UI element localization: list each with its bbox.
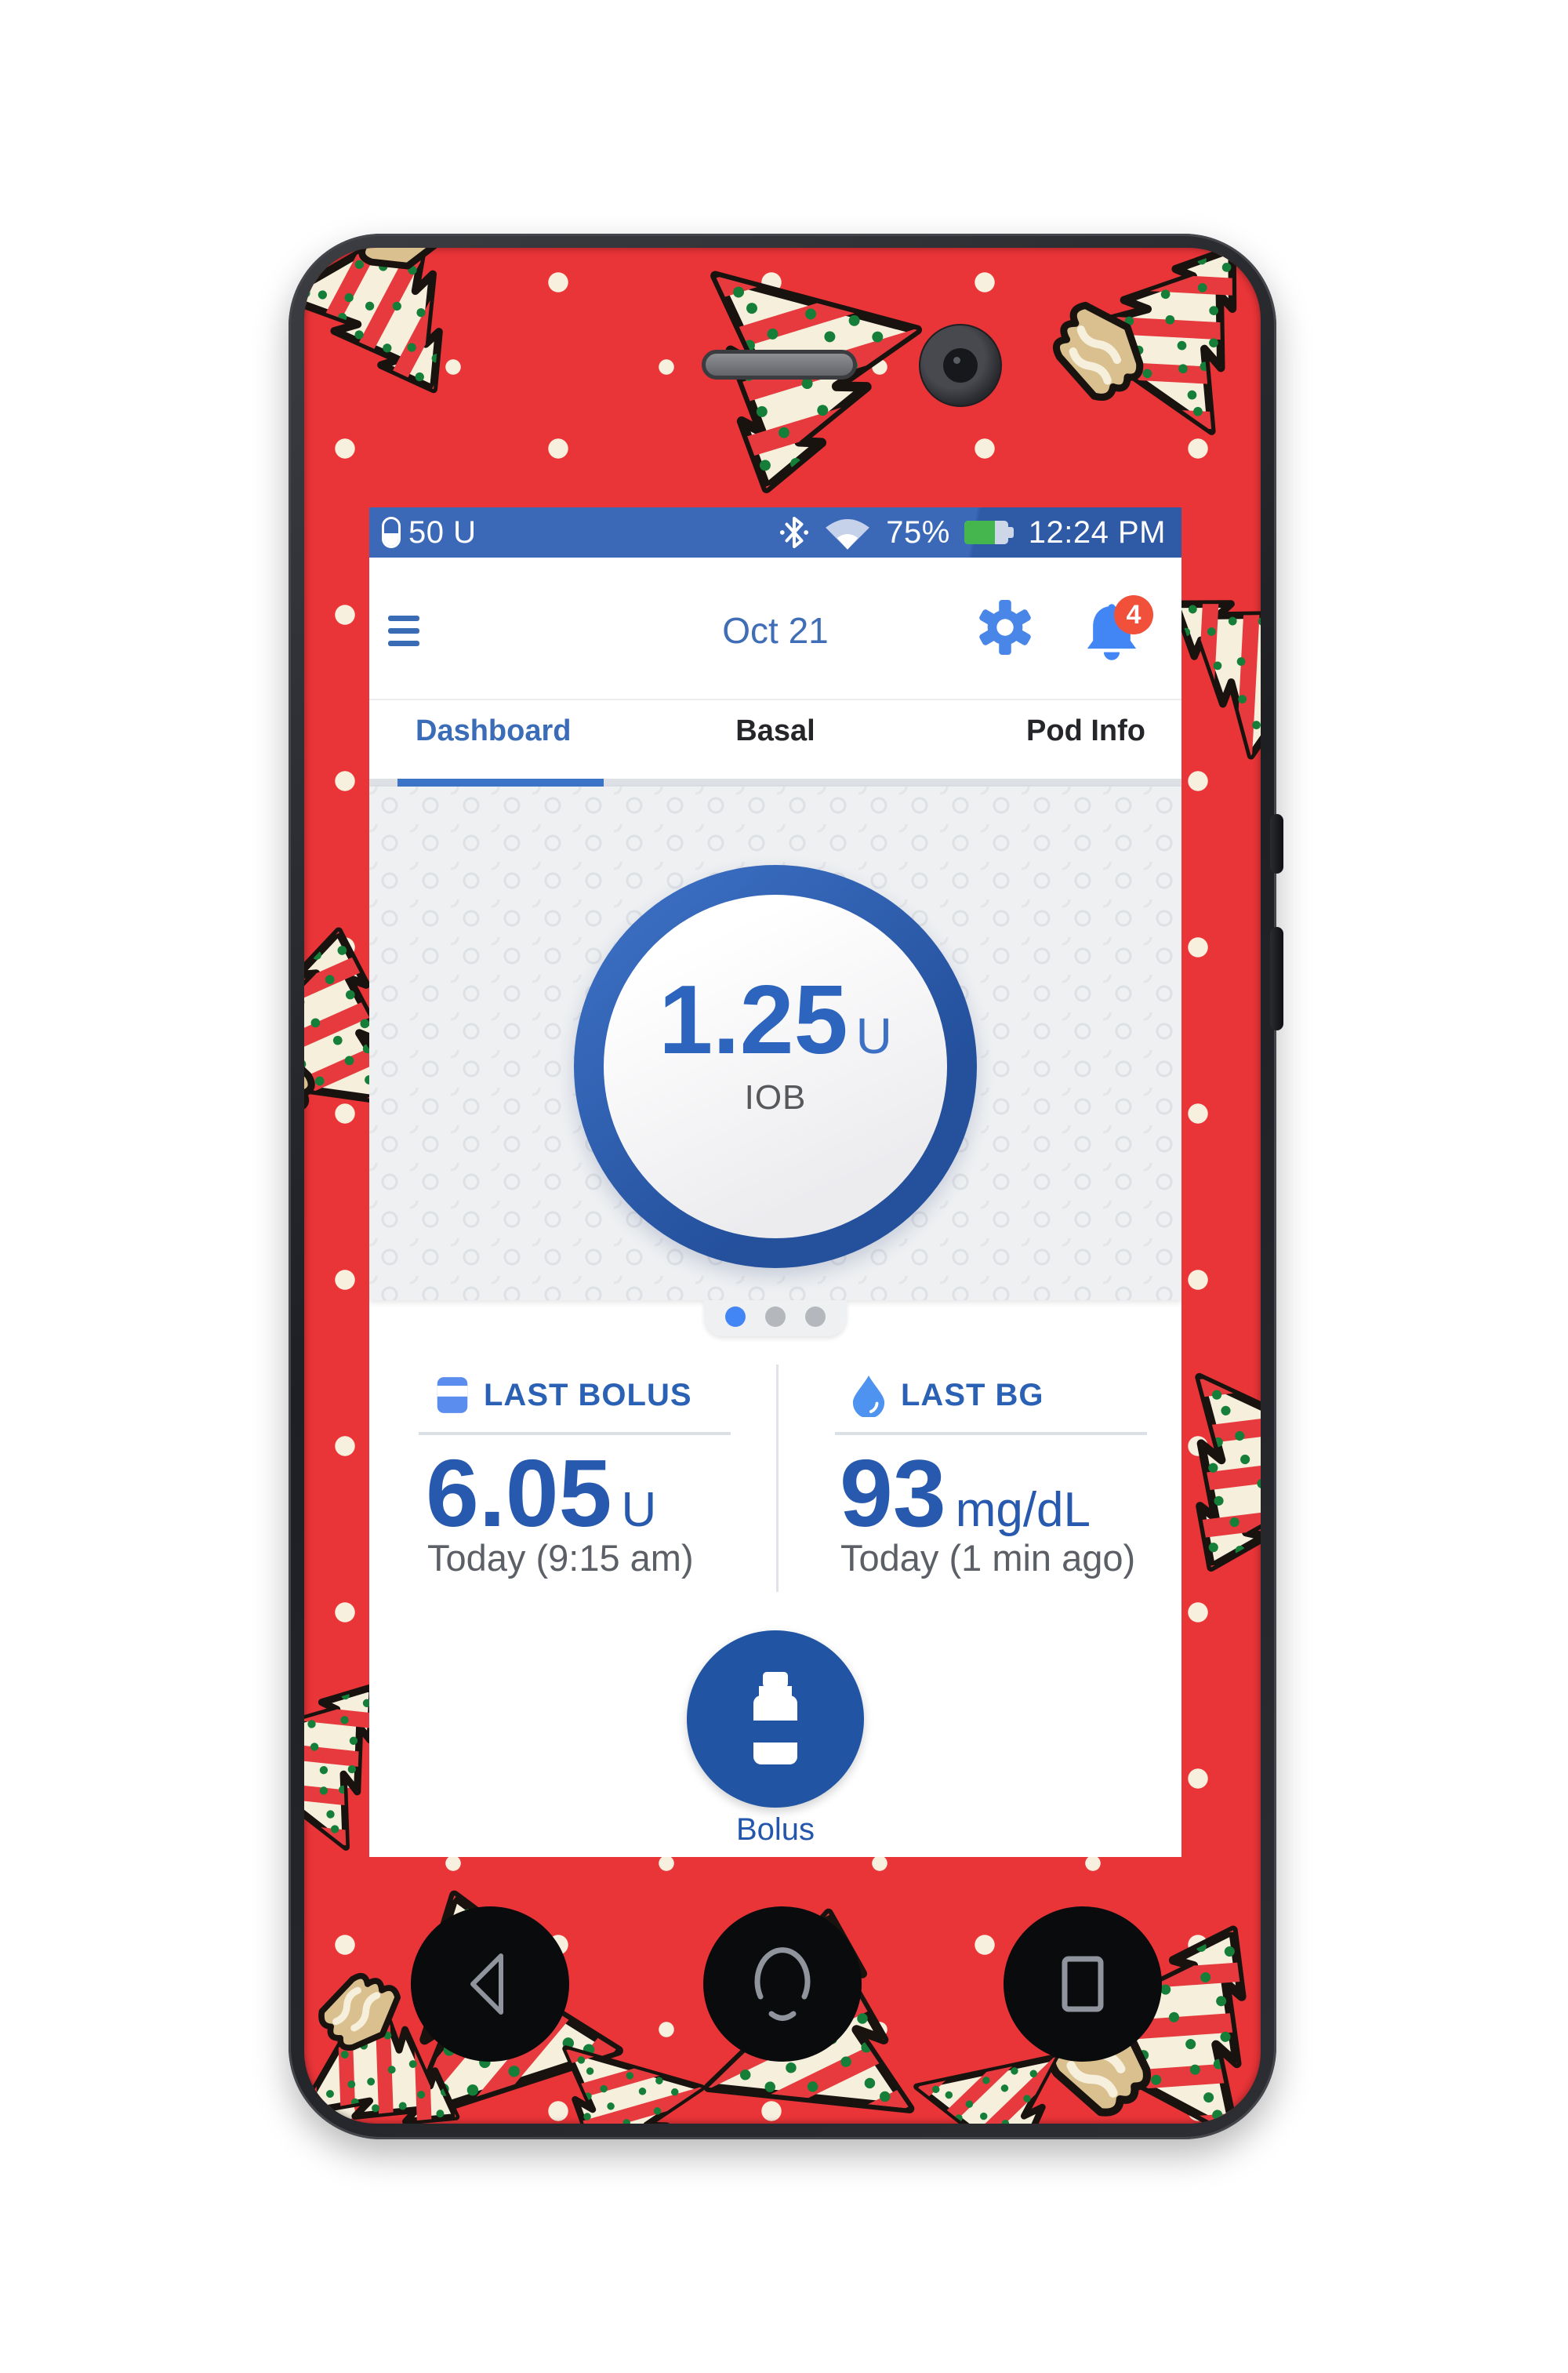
recents-square-icon xyxy=(1062,1956,1104,2012)
status-bar: 50 U 75% xyxy=(369,507,1181,558)
camera-lens xyxy=(943,348,978,383)
insulin-vial-icon xyxy=(437,1377,468,1413)
last-bg-unit: mg/dL xyxy=(955,1483,1091,1537)
nav-recents-button[interactable] xyxy=(1004,1906,1162,2062)
tab-basal[interactable]: Basal xyxy=(735,714,815,747)
home-circle-icon xyxy=(754,1947,811,2021)
bluetooth-icon xyxy=(780,516,809,549)
tab-pod-info[interactable]: Pod Info xyxy=(1026,714,1145,747)
active-tab-underline xyxy=(397,779,604,787)
app-header: Oct 21 xyxy=(369,558,1181,700)
iob-value: 1.25 xyxy=(659,966,848,1074)
earpiece-speaker xyxy=(702,350,857,380)
bolus-vial-icon xyxy=(753,1672,797,1764)
panel-divider xyxy=(776,1365,779,1592)
camera-glint xyxy=(953,357,960,364)
decorative-skin: 50 U 75% xyxy=(304,248,1261,2124)
battery-percent: 75% xyxy=(886,515,950,550)
last-bolus-number: 6.05 xyxy=(426,1440,612,1546)
iob-ring: 1.25 U IOB xyxy=(574,865,977,1268)
reservoir-units: 50 U xyxy=(408,515,477,550)
reservoir-status: 50 U xyxy=(382,517,477,548)
page-dot-3[interactable] xyxy=(805,1306,826,1327)
last-bolus-header: LAST BOLUS xyxy=(435,1373,692,1417)
page-dot-2[interactable] xyxy=(765,1306,786,1327)
iob-unit: U xyxy=(855,1008,892,1064)
tab-bar: Dashboard Basal Pod Info xyxy=(369,700,1181,787)
menu-button[interactable] xyxy=(388,616,419,646)
pdm-device: 50 U 75% xyxy=(289,234,1283,2139)
last-bolus-time: Today (9:15 am) xyxy=(427,1537,694,1579)
last-bg-time: Today (1 min ago) xyxy=(840,1537,1136,1579)
tab-dashboard[interactable]: Dashboard xyxy=(416,714,572,747)
last-bg-rule xyxy=(835,1432,1147,1435)
bolus-button-label: Bolus xyxy=(735,1812,815,1847)
nav-back-button[interactable] xyxy=(411,1906,569,2062)
last-bg-number: 93 xyxy=(840,1440,946,1546)
clock: 12:24 PM xyxy=(1028,515,1166,550)
tabbar-baseline xyxy=(369,779,1181,787)
front-camera xyxy=(919,324,1002,407)
notification-badge: 4 xyxy=(1114,595,1153,634)
power-button[interactable] xyxy=(1270,814,1283,874)
iob-label: IOB xyxy=(744,1078,807,1117)
volume-button[interactable] xyxy=(1270,927,1283,1030)
reservoir-icon xyxy=(382,517,401,548)
iob-display: 1.25 U IOB xyxy=(604,895,947,1238)
page-dot-1[interactable] xyxy=(725,1306,746,1327)
app-screen: 50 U 75% xyxy=(369,507,1181,1857)
last-bg-title: LAST BG xyxy=(901,1377,1044,1412)
nav-home-button[interactable] xyxy=(703,1906,862,2062)
wifi-icon xyxy=(826,518,870,550)
settings-gear-icon[interactable] xyxy=(978,600,1033,655)
page-indicator[interactable] xyxy=(704,1300,847,1336)
last-bg-value: 93 mg/dL xyxy=(840,1445,1091,1541)
last-bolus-title: LAST BOLUS xyxy=(484,1377,692,1412)
bolus-button[interactable] xyxy=(687,1630,864,1808)
header-date: Oct 21 xyxy=(722,610,829,651)
last-bolus-unit: U xyxy=(621,1483,657,1537)
battery-icon xyxy=(964,521,1014,544)
last-bolus-rule xyxy=(419,1432,731,1435)
last-bg-header: LAST BG xyxy=(851,1373,1044,1417)
blood-drop-icon xyxy=(852,1375,885,1417)
back-triangle-icon xyxy=(470,1953,503,2015)
last-bolus-value: 6.05 U xyxy=(426,1445,656,1541)
